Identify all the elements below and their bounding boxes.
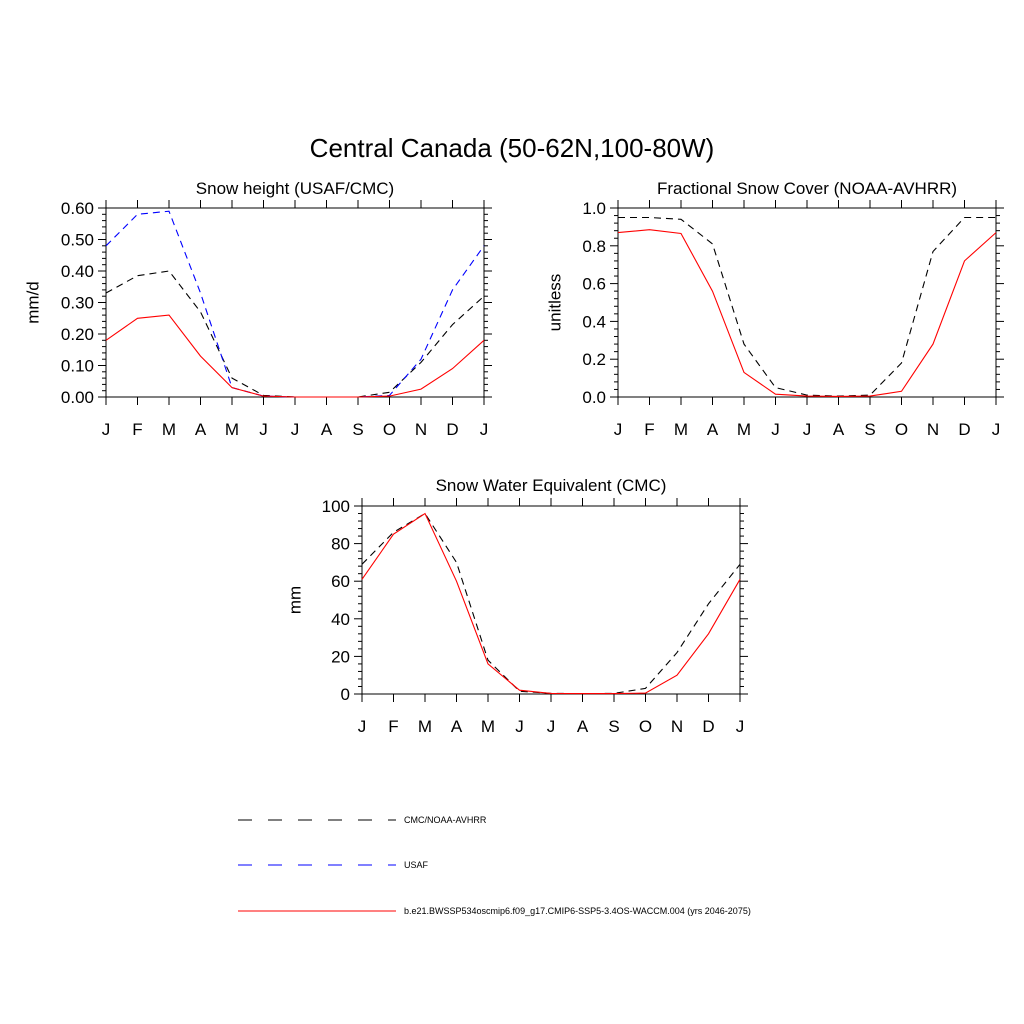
x-tick-label: F: [388, 717, 398, 736]
x-tick-label: A: [451, 717, 463, 736]
x-tick-label: J: [358, 717, 367, 736]
x-tick-label: D: [958, 420, 970, 439]
x-tick-label: J: [259, 420, 268, 439]
chart-fractional-snow-cover: Fractional Snow Cover (NOAA-AVHRR) unitle…: [545, 179, 1004, 439]
series-line-snow-height-1: [105, 210, 485, 398]
x-tick-label: F: [644, 420, 654, 439]
chart-snow-water-equivalent: Snow Water Equivalent (CMC)mmJ F M A M J J A S O N…: [285, 476, 748, 736]
x-tick-label: J: [614, 420, 623, 439]
y-tick-label: 0.00: [61, 388, 94, 407]
legend-usaf-label: USAF: [404, 860, 429, 870]
page-title: Central Canada (50-62N,100-80W): [310, 133, 715, 163]
x-tick-label: S: [608, 717, 619, 736]
x-tick-label: J: [736, 717, 745, 736]
y-tick-label: 100: [322, 497, 350, 516]
x-tick-label: M: [418, 717, 432, 736]
y-tick-label: 0.2: [582, 350, 606, 369]
x-tick-label: M: [481, 717, 495, 736]
x-tick-label: O: [639, 717, 652, 736]
series-line-swe-1: [361, 512, 741, 695]
legend-model-label: b.e21.BWSSP534oscmip6.f09_g17.CMIP6-SSP5…: [404, 906, 751, 916]
series-line-snow-height-2: [105, 314, 485, 398]
y-tick-label: 0.6: [582, 275, 606, 294]
y-axis-label-snow-cover: unitless: [545, 274, 564, 332]
series-line-snow-cover-1: [617, 229, 997, 397]
y-tick-label: 0.4: [582, 312, 606, 331]
y-tick-label: 0.0: [582, 388, 606, 407]
series-line-snow-cover-0: [618, 216, 996, 397]
x-tick-label: J: [803, 420, 812, 439]
x-tick-label: F: [132, 420, 142, 439]
y-tick-label: 0.20: [61, 325, 94, 344]
x-tick-label: S: [864, 420, 875, 439]
y-axis-label-snow-height: mm/d: [23, 281, 42, 324]
y-tick-label: 40: [331, 610, 350, 629]
y-tick-label: 0.60: [61, 199, 94, 218]
y-tick-label: 0.40: [61, 262, 94, 281]
x-tick-label: O: [895, 420, 908, 439]
plot-frame-snow-cover: [617, 207, 997, 398]
x-tick-label: D: [446, 420, 458, 439]
x-tick-label: A: [707, 420, 719, 439]
x-tick-label: O: [383, 420, 396, 439]
x-tick-label: A: [833, 420, 845, 439]
x-tick-label: A: [195, 420, 207, 439]
legend-obs-label: CMC/NOAA-AVHRR: [404, 815, 487, 825]
y-tick-label: 0.50: [61, 231, 94, 250]
plot-frame-swe: [361, 505, 741, 695]
chart-title-snow-cover: Fractional Snow Cover (NOAA-AVHRR): [657, 179, 957, 198]
x-tick-label: J: [480, 420, 489, 439]
y-axis-label-swe: mm: [285, 586, 304, 614]
x-tick-label: M: [162, 420, 176, 439]
x-tick-label: S: [352, 420, 363, 439]
chart-snow-height: Snow height (USAF/CMC)mm/dJ F M A M J J A S O N D J0…: [23, 179, 492, 439]
y-tick-label: 0.30: [61, 294, 94, 313]
x-tick-label: N: [415, 420, 427, 439]
y-tick-label: 20: [331, 647, 350, 666]
x-tick-label: M: [737, 420, 751, 439]
x-tick-label: J: [291, 420, 300, 439]
legend: CMC/NOAA-AVHRR USAF b.e21.BWSSP534oscmip…: [238, 815, 751, 916]
chart-title-snow-height: Snow height (USAF/CMC): [196, 179, 394, 198]
x-tick-label: J: [515, 717, 524, 736]
y-tick-label: 0.10: [61, 357, 94, 376]
x-tick-label: J: [771, 420, 780, 439]
x-tick-label: N: [671, 717, 683, 736]
y-tick-label: 60: [331, 572, 350, 591]
x-tick-label: M: [225, 420, 239, 439]
x-tick-label: A: [321, 420, 333, 439]
x-tick-label: M: [674, 420, 688, 439]
x-tick-label: D: [702, 717, 714, 736]
y-tick-label: 1.0: [582, 199, 606, 218]
x-tick-label: J: [992, 420, 1001, 439]
series-line-snow-height-0: [105, 270, 485, 398]
x-tick-label: J: [547, 717, 556, 736]
y-tick-label: 0.8: [582, 237, 606, 256]
y-tick-label: 80: [331, 535, 350, 554]
x-tick-label: A: [577, 717, 589, 736]
y-tick-label: 0: [341, 685, 350, 704]
x-tick-label: J: [102, 420, 111, 439]
chart-title-swe: Snow Water Equivalent (CMC): [436, 476, 667, 495]
x-tick-label: N: [927, 420, 939, 439]
plot-frame-snow-height: [105, 207, 485, 398]
